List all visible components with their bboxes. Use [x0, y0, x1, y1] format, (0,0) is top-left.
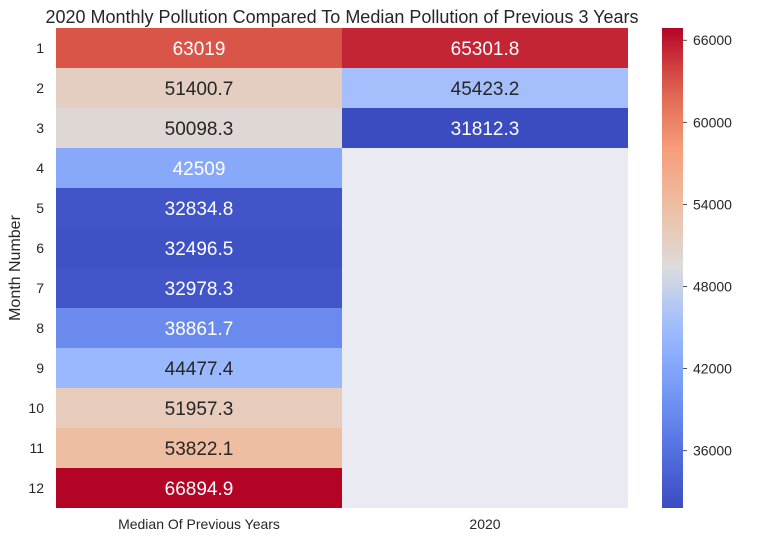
heatmap-cell-empty: [342, 348, 628, 388]
colorbar-gradient: [662, 28, 683, 508]
heatmap-cell: [342, 68, 628, 108]
y-tick-label: 11: [29, 440, 44, 456]
heatmap-cell: [56, 388, 342, 428]
heatmap-value-label: 65301.8: [451, 39, 520, 60]
heatmap-cell: [56, 428, 342, 468]
colorbar-tick-label: 48000: [693, 279, 732, 295]
heatmap-value-label: 32834.8: [165, 199, 234, 220]
heatmap-cell: [56, 68, 342, 108]
y-tick-label: 2: [36, 80, 44, 96]
colorbar-tick-label: 36000: [693, 443, 732, 459]
heatmap-cell: [56, 148, 342, 188]
heatmap-cell-empty: [342, 268, 628, 308]
heatmap-value-label: 63019: [173, 39, 226, 60]
x-tick-label: Median Of Previous Years: [118, 516, 280, 532]
colorbar: 36000 42000 48000 54000 60000 66000: [662, 28, 732, 508]
y-tick-label: 6: [36, 240, 44, 256]
heatmap-cell: [56, 468, 342, 508]
heatmap-cell-empty: [342, 228, 628, 268]
heatmap-cell: [56, 28, 342, 68]
y-tick-label: 8: [36, 320, 44, 336]
heatmap-cell-empty: [342, 388, 628, 428]
colorbar-tick-label: 54000: [693, 196, 732, 212]
heatmap-cell-empty: [342, 468, 628, 508]
heatmap-value-label: 31812.3: [451, 119, 520, 140]
heatmap-cell: [56, 228, 342, 268]
heatmap-value-label: 51400.7: [165, 79, 234, 100]
y-tick-label: 4: [36, 160, 44, 176]
x-axis-ticks: Median Of Previous Years 2020: [118, 516, 501, 532]
heatmap-value-label: 45423.2: [451, 79, 520, 100]
colorbar-ticks: 36000 42000 48000 54000 60000 66000: [683, 32, 732, 459]
y-tick-label: 9: [36, 360, 44, 376]
heatmap-value-label: 50098.3: [165, 119, 234, 140]
heatmap-value-labels: 63019 65301.8 51400.7 45423.2 50098.3 31812.3…: [165, 39, 520, 500]
heatmap-cell: [56, 108, 342, 148]
heatmap-cell: [342, 28, 628, 68]
heatmap-value-label: 42509: [173, 159, 226, 180]
heatmap-value-label: 32978.3: [165, 279, 234, 300]
heatmap-cells: [56, 28, 628, 508]
heatmap-value-label: 32496.5: [165, 239, 234, 260]
heatmap-cell-empty: [342, 148, 628, 188]
heatmap-value-label: 38861.7: [165, 319, 234, 340]
heatmap-cell: [56, 268, 342, 308]
heatmap-value-label: 51957.3: [165, 399, 234, 420]
heatmap-value-label: 66894.9: [165, 479, 234, 500]
heatmap-cell-empty: [342, 308, 628, 348]
y-axis-label: Month Number: [7, 214, 24, 320]
y-tick-label: 1: [36, 40, 44, 56]
colorbar-tick-label: 60000: [693, 114, 732, 130]
heatmap-cell-empty: [342, 188, 628, 228]
heatmap-cell: [56, 308, 342, 348]
chart-title: 2020 Monthly Pollution Compared To Media…: [45, 7, 638, 27]
y-tick-label: 10: [28, 400, 44, 416]
heatmap-value-label: 53822.1: [165, 439, 234, 460]
colorbar-tick-label: 42000: [693, 361, 732, 377]
heatmap-value-label: 44477.4: [165, 359, 234, 380]
x-tick-label: 2020: [469, 516, 500, 532]
heatmap-cell: [56, 188, 342, 228]
y-tick-label: 5: [36, 200, 44, 216]
colorbar-tick-label: 66000: [693, 32, 732, 48]
y-tick-label: 3: [36, 120, 44, 136]
heatmap-cell: [342, 108, 628, 148]
y-tick-label: 7: [36, 280, 44, 296]
y-tick-label: 12: [28, 480, 44, 496]
heatmap-cell: [56, 348, 342, 388]
heatmap-cell-empty: [342, 428, 628, 468]
